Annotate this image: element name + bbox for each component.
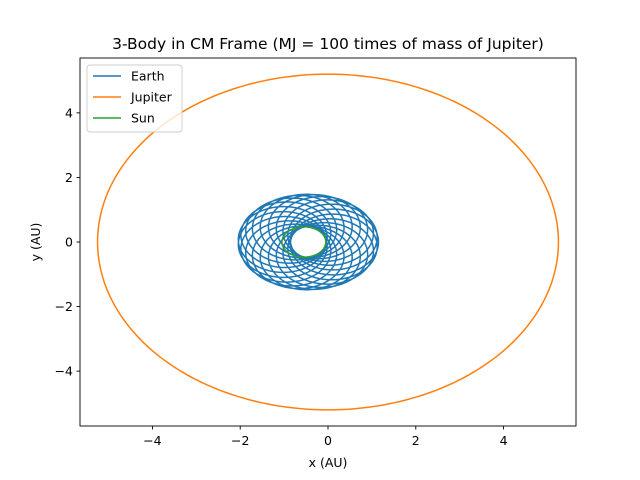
y-axis: −4 −2 0 2 4: [55, 105, 80, 379]
legend: Earth Jupiter Sun: [86, 64, 183, 133]
x-tick-label: 4: [500, 433, 508, 448]
y-tick-label: 4: [65, 105, 73, 120]
series-sun-line: [281, 226, 327, 258]
y-axis-label: y (AU): [28, 223, 43, 262]
x-tick-label: −4: [143, 433, 161, 448]
legend-label-earth: Earth: [131, 69, 165, 84]
x-axis: −4 −2 0 2 4: [143, 426, 508, 448]
x-axis-label: x (AU): [309, 455, 348, 470]
y-tick-label: 0: [65, 235, 73, 250]
legend-box: [86, 64, 183, 133]
y-tick-label: −4: [55, 364, 73, 379]
y-tick-label: 2: [65, 170, 73, 185]
series-layer: [96, 73, 560, 411]
x-tick-label: 0: [324, 433, 332, 448]
x-tick-label: −2: [231, 433, 249, 448]
y-tick-label: −2: [55, 299, 73, 314]
series-jupiter-line: [96, 73, 560, 411]
chart-title: 3-Body in CM Frame (MJ = 100 times of ma…: [112, 35, 544, 53]
legend-label-sun: Sun: [131, 111, 155, 126]
x-tick-label: 2: [412, 433, 420, 448]
legend-label-jupiter: Jupiter: [130, 90, 173, 105]
